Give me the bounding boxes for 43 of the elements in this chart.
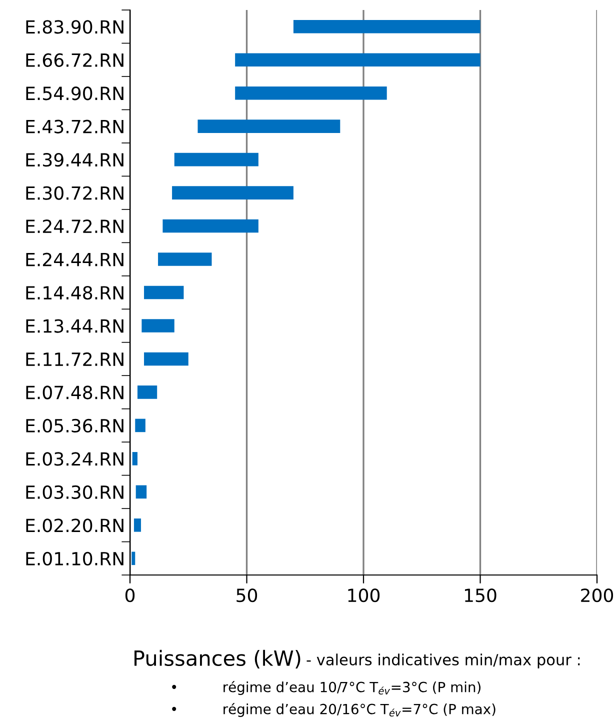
bar bbox=[137, 386, 158, 399]
x-tick-label: 200 bbox=[581, 588, 614, 602]
bar bbox=[172, 186, 294, 200]
y-tick-label: E.01.10.RN bbox=[26, 552, 124, 566]
y-tick-label: E.66.72.RN bbox=[26, 53, 124, 67]
bar bbox=[198, 120, 340, 133]
y-tick-label: E.13.44.RN bbox=[26, 319, 124, 333]
y-tick-label: E.02.20.RN bbox=[26, 518, 124, 532]
bar bbox=[144, 352, 188, 366]
y-tick-label: E.24.72.RN bbox=[26, 219, 124, 233]
text: • régime d’eau 20/16°C T$_{év}$=7°C (P max) bbox=[172, 702, 496, 717]
bar bbox=[293, 20, 480, 34]
y-tick-label: E.30.72.RN bbox=[26, 186, 124, 200]
x-tick-label: 150 bbox=[465, 588, 496, 602]
x-tick-label: 50 bbox=[236, 588, 258, 602]
y-tick-label: E.83.90.RN bbox=[26, 20, 124, 34]
bar bbox=[158, 252, 212, 266]
bar bbox=[132, 552, 136, 566]
y-tick-label: E.11.72.RN bbox=[26, 352, 124, 366]
x-tick-label: 100 bbox=[348, 588, 380, 602]
y-tick-label: E.07.48.RN bbox=[26, 386, 124, 400]
bar bbox=[136, 485, 147, 499]
y-tick-label: E.39.44.RN bbox=[26, 153, 124, 167]
y-tick-label: E.43.72.RN bbox=[26, 120, 124, 134]
bar bbox=[132, 452, 138, 466]
y-tick-label: E.03.30.RN bbox=[26, 485, 124, 500]
y-tick-label: E.05.36.RN bbox=[26, 418, 124, 433]
text: • régime d’eau 10/7°C T$_{év}$=3°C (P min) bbox=[172, 680, 480, 695]
bar bbox=[134, 518, 141, 532]
bar bbox=[235, 53, 480, 66]
bar bbox=[162, 219, 258, 233]
bar bbox=[135, 418, 146, 432]
y-tick-label: E.24.44.RN bbox=[26, 252, 124, 266]
y-tick-label: E.14.48.RN bbox=[26, 286, 124, 300]
bar bbox=[174, 152, 258, 166]
y-tick-label: E.54.90.RN bbox=[26, 86, 124, 100]
x-axis-title: Puissances (kW) bbox=[134, 650, 300, 668]
bar bbox=[235, 86, 387, 100]
bar bbox=[144, 286, 184, 300]
x-tick-label: 0 bbox=[125, 588, 135, 602]
bar bbox=[142, 319, 174, 332]
y-tick-label: E.03.24.RN bbox=[26, 452, 124, 466]
text: - valeurs indicatives min/max pour : bbox=[306, 654, 580, 668]
